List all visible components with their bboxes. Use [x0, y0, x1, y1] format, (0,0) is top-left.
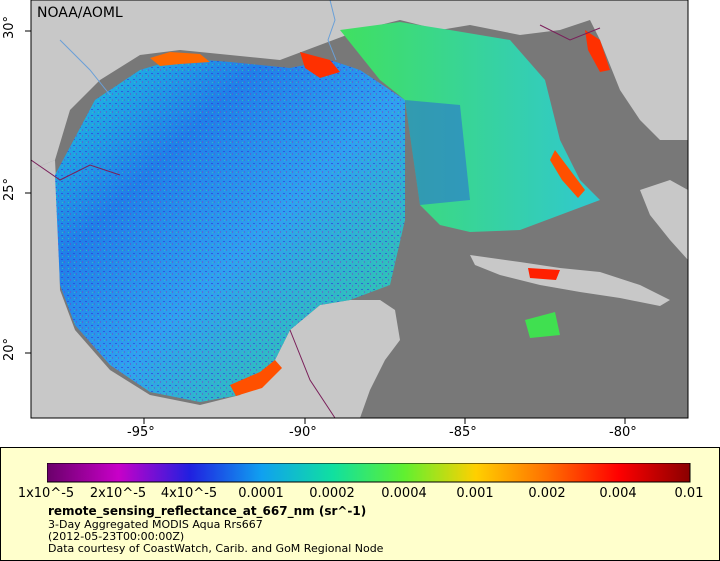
data-swath-east-texture — [405, 100, 470, 205]
colorbar-label: 0.0002 — [309, 486, 355, 501]
data-swath-keys — [525, 312, 560, 338]
colorbar-label: 4x10^-5 — [160, 486, 218, 501]
plot-frame — [30, 0, 689, 419]
colorbar-label: 0.001 — [456, 486, 494, 501]
map-plot — [25, 0, 689, 424]
x-ticks — [143, 418, 626, 424]
legend-date: (2012-05-23T00:00:00Z) — [48, 530, 185, 543]
lon-tick-label: -85° — [449, 425, 477, 440]
colorbar-label: 0.004 — [599, 486, 637, 501]
colorbar — [47, 463, 691, 483]
coastal-fringe-east — [585, 30, 610, 72]
coastal-fringe-mexico — [230, 360, 282, 396]
data-swath-east — [340, 22, 600, 232]
y-ticks — [25, 30, 31, 354]
political-boundary-florida — [539, 24, 601, 41]
legend-credit: Data courtesy of CoastWatch, Carib. and … — [48, 542, 384, 555]
river-texas — [59, 39, 111, 96]
data-swath-west-texture — [55, 58, 405, 402]
colorbar-label: 1x10^-5 — [17, 486, 75, 501]
coastal-fringe-cuba — [528, 268, 560, 280]
lon-tick-label: -80° — [609, 425, 637, 440]
coastal-fringe-louisiana — [300, 52, 340, 78]
colorbar-label: 0.0004 — [381, 486, 427, 501]
coastal-fringe-north — [150, 52, 210, 66]
legend-description: 3-Day Aggregated MODIS Aqua Rrs667 — [48, 518, 263, 531]
land-cuba — [470, 255, 670, 306]
lat-tick-label: 30° — [2, 15, 17, 39]
land-us-north — [31, 0, 688, 170]
lat-tick-label: 25° — [2, 177, 17, 201]
colorbar-label: 0.0001 — [238, 486, 284, 501]
lon-tick-label: -90° — [289, 425, 317, 440]
watermark-label: NOAA/AOML — [37, 5, 123, 21]
lon-tick-label: -95° — [127, 425, 155, 440]
coastal-fringe-florida-west — [550, 150, 585, 198]
land-yucatan — [320, 300, 395, 380]
political-boundary-mexico-interior — [289, 329, 336, 419]
river-mississippi — [327, 0, 337, 61]
legend-title: remote_sensing_reflectance_at_667_nm (sr… — [48, 504, 367, 518]
colorbar-gradient — [47, 463, 690, 482]
political-boundary-us-mexico — [30, 159, 121, 181]
legend-panel: 1x10^-5 2x10^-5 4x10^-5 0.0001 0.0002 0.… — [0, 447, 720, 561]
colorbar-label: 0.002 — [528, 486, 566, 501]
lat-tick-label: 20° — [2, 337, 17, 361]
map-frame: NOAA/AOML -95° -90° -85° -80° 30° 25° 20… — [2, 0, 689, 440]
land-bahamas — [640, 180, 688, 260]
colorbar-label: 2x10^-5 — [89, 486, 147, 501]
colorbar-label: 0.01 — [674, 486, 704, 501]
land-mexico — [31, 160, 400, 418]
